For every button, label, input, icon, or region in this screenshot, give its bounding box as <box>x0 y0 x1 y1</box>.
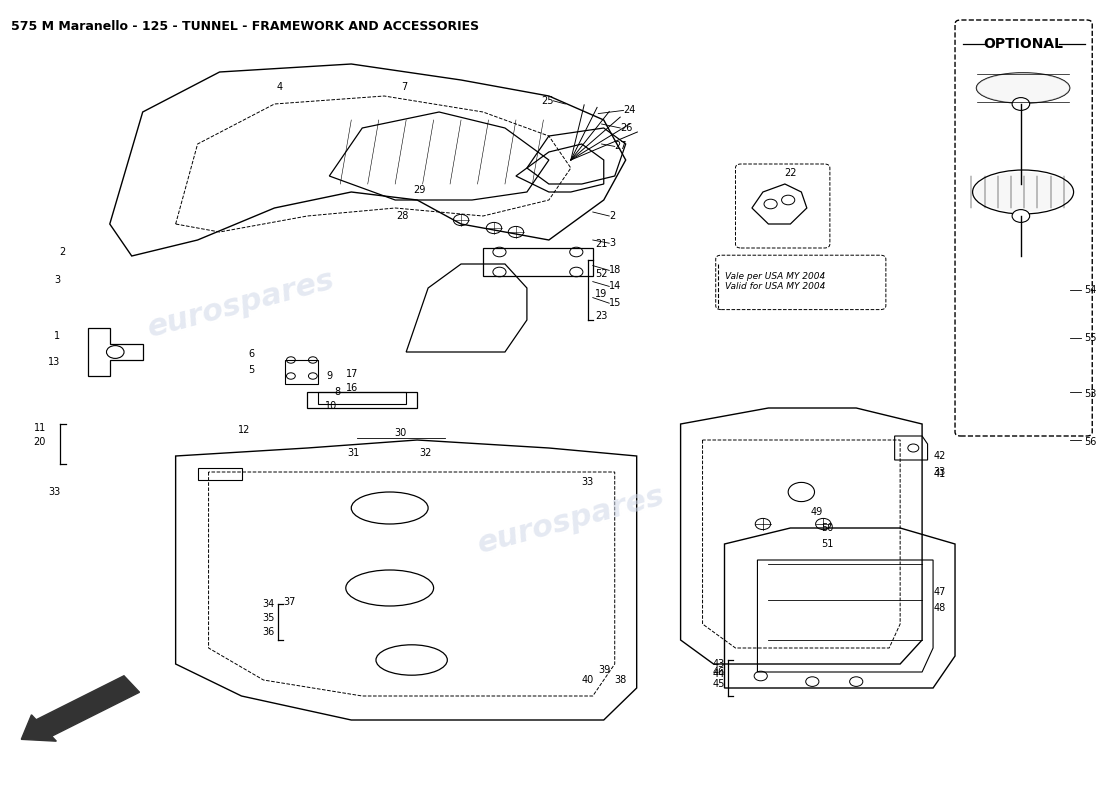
Text: 8: 8 <box>334 387 340 397</box>
Circle shape <box>1012 98 1030 110</box>
Text: 51: 51 <box>821 539 834 549</box>
Text: 44: 44 <box>713 669 725 678</box>
Text: 26: 26 <box>620 123 632 133</box>
Text: eurospares: eurospares <box>474 481 668 559</box>
Text: 1: 1 <box>54 331 60 341</box>
Text: 41: 41 <box>933 469 945 478</box>
Text: 38: 38 <box>615 675 627 685</box>
Text: 47: 47 <box>933 587 945 597</box>
Text: 48: 48 <box>933 603 945 613</box>
Text: 14: 14 <box>609 282 622 291</box>
Text: 52: 52 <box>595 269 607 278</box>
Text: 42: 42 <box>933 451 945 461</box>
Text: 56: 56 <box>1085 437 1097 446</box>
Text: 25: 25 <box>541 96 553 106</box>
Text: 31: 31 <box>348 448 360 458</box>
Text: 35: 35 <box>262 613 274 622</box>
Circle shape <box>1012 210 1030 222</box>
Text: 24: 24 <box>624 106 636 115</box>
Text: 20: 20 <box>34 437 46 446</box>
Text: 10: 10 <box>324 402 337 411</box>
Text: 7: 7 <box>400 82 407 92</box>
Text: 34: 34 <box>262 599 274 609</box>
Text: 575 M Maranello - 125 - TUNNEL - FRAMEWORK AND ACCESSORIES: 575 M Maranello - 125 - TUNNEL - FRAMEWO… <box>11 20 480 33</box>
Text: 2: 2 <box>609 211 616 221</box>
Text: 54: 54 <box>1085 285 1097 294</box>
Text: 5: 5 <box>249 365 255 374</box>
Text: 40: 40 <box>582 675 594 685</box>
Text: 29: 29 <box>414 186 426 195</box>
Text: 28: 28 <box>396 211 408 221</box>
Text: 33: 33 <box>582 477 594 486</box>
Text: 55: 55 <box>1085 333 1097 342</box>
Text: 30: 30 <box>395 429 407 438</box>
Text: 9: 9 <box>327 371 332 381</box>
Text: 27: 27 <box>615 142 627 151</box>
Text: 49: 49 <box>810 507 823 517</box>
Text: 2: 2 <box>59 247 66 257</box>
FancyArrow shape <box>21 676 140 741</box>
Text: Vale per USA MY 2004
Valid for USA MY 2004: Vale per USA MY 2004 Valid for USA MY 20… <box>725 272 825 291</box>
Text: 6: 6 <box>249 349 255 358</box>
Ellipse shape <box>975 172 1071 212</box>
Text: 43: 43 <box>713 659 725 669</box>
Text: 3: 3 <box>609 238 615 248</box>
Text: 46: 46 <box>713 667 725 677</box>
Text: 15: 15 <box>609 298 622 308</box>
Text: 22: 22 <box>784 168 796 178</box>
Text: 3: 3 <box>54 275 60 285</box>
Text: 18: 18 <box>609 266 622 275</box>
Text: 33: 33 <box>48 487 60 497</box>
Text: 23: 23 <box>595 311 607 321</box>
Text: 37: 37 <box>283 597 296 606</box>
Text: 32: 32 <box>420 448 432 458</box>
Text: 45: 45 <box>712 679 725 689</box>
Text: 16: 16 <box>345 383 358 393</box>
Ellipse shape <box>977 73 1069 103</box>
Text: 33: 33 <box>933 467 945 477</box>
Text: 13: 13 <box>48 357 60 366</box>
Text: 50: 50 <box>821 523 834 533</box>
Text: 12: 12 <box>238 426 251 435</box>
Text: 19: 19 <box>595 290 607 299</box>
Text: 39: 39 <box>598 666 611 675</box>
Text: eurospares: eurospares <box>145 265 339 343</box>
Text: 21: 21 <box>595 239 607 249</box>
Text: 36: 36 <box>262 627 274 637</box>
Text: 11: 11 <box>34 423 46 433</box>
Text: 4: 4 <box>277 82 283 92</box>
Text: 17: 17 <box>345 370 359 379</box>
Text: OPTIONAL: OPTIONAL <box>983 37 1063 51</box>
Text: 53: 53 <box>1085 389 1097 398</box>
